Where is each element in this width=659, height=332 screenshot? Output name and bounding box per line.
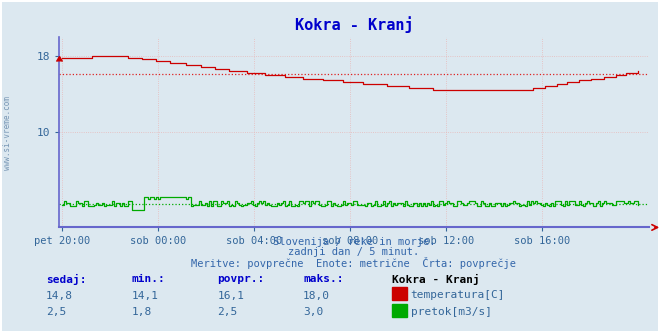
Text: maks.:: maks.: bbox=[303, 274, 343, 284]
Text: 16,1: 16,1 bbox=[217, 290, 244, 300]
Text: 18,0: 18,0 bbox=[303, 290, 330, 300]
Text: Kokra - Kranj: Kokra - Kranj bbox=[392, 274, 480, 285]
Text: pretok[m3/s]: pretok[m3/s] bbox=[411, 307, 492, 317]
Text: zadnji dan / 5 minut.: zadnji dan / 5 minut. bbox=[288, 247, 420, 257]
Text: 1,8: 1,8 bbox=[132, 307, 152, 317]
Text: sedaj:: sedaj: bbox=[46, 274, 86, 285]
Text: Slovenija / reke in morje.: Slovenija / reke in morje. bbox=[273, 237, 435, 247]
Text: 2,5: 2,5 bbox=[217, 307, 238, 317]
Text: min.:: min.: bbox=[132, 274, 165, 284]
Text: 14,8: 14,8 bbox=[46, 290, 73, 300]
Text: www.si-vreme.com: www.si-vreme.com bbox=[3, 96, 13, 170]
Text: 3,0: 3,0 bbox=[303, 307, 324, 317]
Text: 2,5: 2,5 bbox=[46, 307, 67, 317]
Text: temperatura[C]: temperatura[C] bbox=[411, 290, 505, 300]
Title: Kokra - Kranj: Kokra - Kranj bbox=[295, 16, 414, 33]
Text: Meritve: povprečne  Enote: metrične  Črta: povprečje: Meritve: povprečne Enote: metrične Črta:… bbox=[191, 257, 517, 269]
Text: povpr.:: povpr.: bbox=[217, 274, 265, 284]
Text: 14,1: 14,1 bbox=[132, 290, 159, 300]
